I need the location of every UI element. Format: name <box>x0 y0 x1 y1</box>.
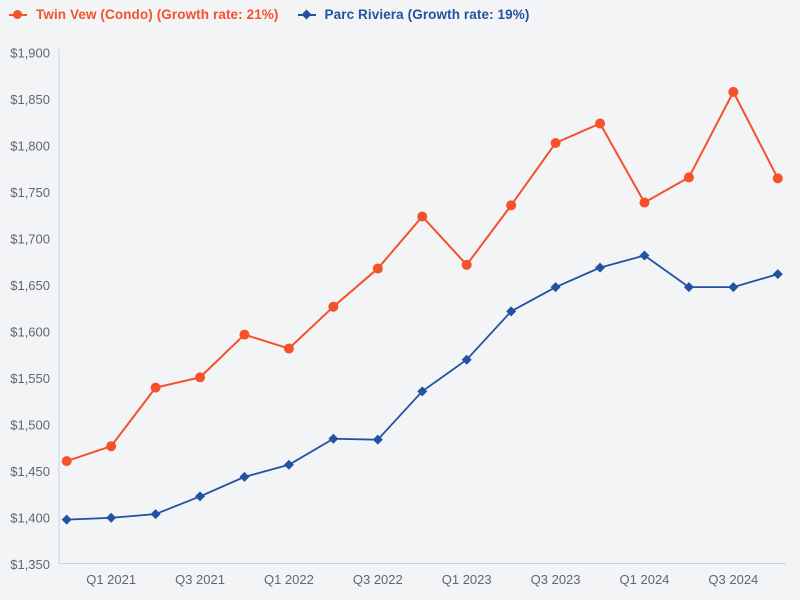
point-parc-riviera-0[interactable] <box>61 514 72 525</box>
point-parc-riviera-14[interactable] <box>683 282 694 293</box>
point-parc-riviera-16[interactable] <box>772 269 783 280</box>
y-tick-label: $1,700 <box>10 231 50 246</box>
point-parc-riviera-6[interactable] <box>328 433 339 444</box>
point-twin-vew-condo-8[interactable] <box>417 211 428 222</box>
legend-diamond <box>301 9 311 20</box>
chart-legend: Twin Vew (Condo) (Growth rate: 21%) Parc… <box>9 7 529 22</box>
point-parc-riviera-2[interactable] <box>150 509 161 520</box>
point-parc-riviera-11[interactable] <box>550 282 561 293</box>
point-twin-vew-condo-1[interactable] <box>106 441 117 452</box>
x-tick-label: Q3 2021 <box>175 572 225 587</box>
y-tick-label: $1,400 <box>10 510 50 525</box>
point-twin-vew-condo-10[interactable] <box>506 200 517 211</box>
point-parc-riviera-5[interactable] <box>283 459 294 470</box>
legend-item-twin-vew-condo[interactable]: Twin Vew (Condo) (Growth rate: 21%) <box>9 7 279 22</box>
point-parc-riviera-8[interactable] <box>417 386 428 397</box>
point-twin-vew-condo-6[interactable] <box>328 301 339 312</box>
x-tick-label: Q1 2023 <box>442 572 492 587</box>
x-tick-label: Q1 2021 <box>86 572 136 587</box>
y-tick-label: $1,600 <box>10 324 50 339</box>
point-twin-vew-condo-15[interactable] <box>728 86 739 97</box>
point-parc-riviera-3[interactable] <box>195 491 206 502</box>
x-tick-label: Q1 2024 <box>620 572 670 587</box>
point-twin-vew-condo-4[interactable] <box>239 329 250 340</box>
legend-label-parc-riviera: Parc Riviera (Growth rate: 19%) <box>324 7 530 22</box>
point-twin-vew-condo-3[interactable] <box>195 372 206 383</box>
point-parc-riviera-10[interactable] <box>506 306 517 317</box>
legend-label-twin-vew: Twin Vew (Condo) (Growth rate: 21%) <box>36 7 279 22</box>
y-tick-label: $1,650 <box>10 278 50 293</box>
point-parc-riviera-13[interactable] <box>639 250 650 261</box>
point-parc-riviera-7[interactable] <box>372 434 383 445</box>
y-tick-label: $1,500 <box>10 417 50 432</box>
point-twin-vew-condo-16[interactable] <box>772 173 783 184</box>
y-tick-label: $1,350 <box>10 557 50 572</box>
x-tick-label: Q3 2023 <box>531 572 581 587</box>
point-parc-riviera-15[interactable] <box>728 282 739 293</box>
point-parc-riviera-12[interactable] <box>595 262 606 273</box>
y-tick-label: $1,900 <box>10 45 50 60</box>
x-tick-label: Q3 2024 <box>708 572 758 587</box>
point-parc-riviera-9[interactable] <box>461 354 472 365</box>
x-tick-label: Q3 2022 <box>353 572 403 587</box>
point-parc-riviera-4[interactable] <box>239 471 250 482</box>
point-twin-vew-condo-5[interactable] <box>283 343 294 354</box>
y-tick-label: $1,850 <box>10 92 50 107</box>
y-tick-label: $1,550 <box>10 371 50 386</box>
point-twin-vew-condo-0[interactable] <box>61 456 72 467</box>
point-twin-vew-condo-2[interactable] <box>150 382 161 393</box>
x-tick-label: Q1 2022 <box>264 572 314 587</box>
series-line-twin-vew-condo <box>65 90 779 463</box>
point-twin-vew-condo-12[interactable] <box>595 118 606 129</box>
point-twin-vew-condo-13[interactable] <box>639 197 650 208</box>
legend-dot <box>13 10 22 19</box>
point-twin-vew-condo-7[interactable] <box>372 263 383 274</box>
point-twin-vew-condo-14[interactable] <box>683 172 694 183</box>
point-twin-vew-condo-11[interactable] <box>550 138 561 149</box>
y-tick-label: $1,800 <box>10 138 50 153</box>
circle-marker-icon <box>9 9 27 21</box>
legend-item-parc-riviera[interactable]: Parc Riviera (Growth rate: 19%) <box>297 7 530 22</box>
y-tick-label: $1,750 <box>10 185 50 200</box>
point-twin-vew-condo-9[interactable] <box>461 259 472 270</box>
diamond-marker-icon <box>297 9 316 21</box>
point-parc-riviera-1[interactable] <box>106 512 117 523</box>
y-tick-label: $1,450 <box>10 464 50 479</box>
